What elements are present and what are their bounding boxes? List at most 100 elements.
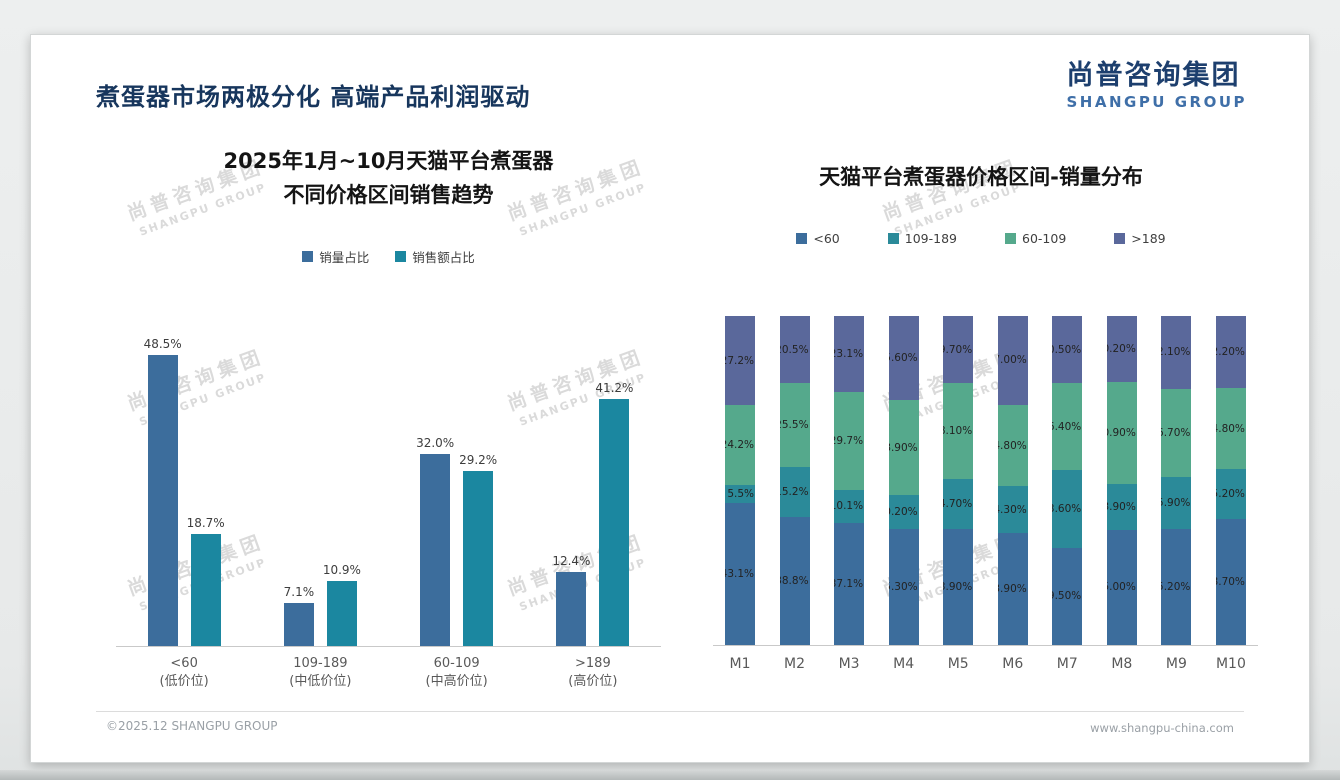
segment-value-label: 35.00% [1107,581,1136,594]
bar-segment: 35.20% [1161,529,1192,645]
x-axis-label-tier: (中高价位) [425,674,488,690]
month-label: M8 [1111,656,1133,672]
bar-segment: 14.30% [997,486,1028,534]
bar-segment: 10.20% [888,495,919,529]
month-label: M3 [838,656,860,672]
segment-value-label: 37.1% [834,577,864,590]
bar-segment: 38.70% [1215,518,1246,645]
legend-label: >189 [1131,231,1166,246]
x-axis-label-tier: (高价位) [568,674,618,690]
x-axis-label: >189 (高价位) [533,655,653,691]
bar-value-label: 48.5% [143,337,182,351]
legend-item: <60 [796,231,840,246]
bar-value-label: 12.4% [552,553,591,568]
legend-item: 销售额占比 [395,247,475,266]
segment-value-label: 10.20% [889,506,918,519]
legend-swatch [1005,233,1016,244]
legend-label: 109-189 [904,231,957,246]
stacked-bar: 22.10% 26.70% 15.90% 35.20% [1161,316,1192,645]
footer-divider [96,711,1244,712]
legend-swatch [796,233,808,244]
legend-label: 60-109 [1022,231,1067,246]
bar-segment: 23.60% [1052,470,1083,548]
x-axis-label: 109-189 (中低价位) [260,655,380,691]
legend-swatch [302,251,314,262]
month-label: M5 [947,656,969,672]
bar: 41.2% [595,381,633,646]
stacked-bar: 23.1% 29.7% 10.1% 37.1% [834,316,865,645]
segment-value-label: 14.30% [998,503,1027,516]
bar-segment: 23.1% [834,316,865,392]
month-label: M4 [893,656,915,672]
page-title: 煮蛋器市场两极分化 高端产品利润驱动 [96,83,531,111]
bar-segment: 22.20% [1215,316,1246,389]
bar-segment: 5.5% [725,485,755,504]
segment-value-label: 20.20% [1107,343,1136,356]
segment-value-label: 15.90% [1161,496,1191,509]
bar-segment: 20.5% [779,316,810,384]
bar: 32.0% [416,436,454,646]
segment-value-label: 20.50% [1052,343,1082,356]
segment-value-label: 10.1% [834,500,864,513]
bar-value-label: 29.2% [459,452,498,467]
segment-value-label: 26.70% [1161,426,1191,439]
bar-segment: 25.5% [779,383,810,468]
segment-value-label: 14.70% [943,498,973,511]
bar-segment: 37.1% [834,522,865,645]
segment-value-label: 15.2% [780,486,809,499]
segment-value-label: 27.00% [998,354,1027,367]
report-slide: 尚普咨询集团 SHANGPU GROUP 尚普咨询集团 SHANGPU GROUP 尚普… [30,34,1310,763]
bar-segment: 29.50% [1052,547,1083,645]
right-chart-plot: 27.2%24.2%5.5%43.1%20.5%25.5%15.2%38.8%2… [713,316,1258,646]
bar-segment: 15.90% [1161,476,1192,530]
segment-value-label: 28.90% [889,441,918,454]
bar-segment: 28.10% [943,383,974,480]
left-chart-xlabels: <60 (低价位) 109-189 (中低价位) 60-109 (中高价位) >189 (高价… [116,655,661,691]
x-axis-label-range: <60 [170,656,198,671]
stacked-bar: 20.5% 25.5% 15.2% 38.8% [779,316,810,645]
stacked-bar: 27.2% 24.2% 5.5% 43.1% [725,316,755,645]
segment-value-label: 28.10% [943,425,973,438]
bar-segment: 22.10% [1161,316,1192,389]
footer-website: www.shangpu-china.com [1090,721,1234,735]
bar-group: 7.1% 10.9% [284,563,361,646]
segment-value-label: 15.20% [1216,488,1245,500]
stacked-bar: 20.20% 30.90% 13.90% 35.00% [1106,316,1137,645]
left-chart-title: 2025年1月~10月天猫平台煮蛋器 不同价格区间销售趋势 [66,145,711,212]
stacked-bar: 20.50% 26.40% 23.60% 29.50% [1052,316,1083,645]
bar-group: 48.5% 18.7% [144,337,225,646]
legend-item: 109-189 [887,231,957,246]
bar-segment: 35.30% [888,528,919,645]
bar-segment: 27.00% [997,316,1028,405]
x-axis-label-range: 60-109 [433,656,480,671]
segment-value-label: 38.70% [1216,575,1245,588]
segment-value-label: 22.20% [1216,346,1245,359]
bar: 18.7% [187,516,225,646]
bar-segment: 24.2% [725,405,755,486]
company-logo: 尚普咨询集团 SHANGPU GROUP [1066,53,1247,111]
logo-chinese-name: 尚普咨询集团 [1066,60,1241,91]
right-chart-title: 天猫平台煮蛋器价格区间-销量分布 [819,165,1143,189]
segment-value-label: 5.5% [727,488,754,501]
logo-english-name: SHANGPU GROUP [1066,93,1247,111]
x-axis-label-range: 109-189 [293,656,348,671]
legend-label: <60 [813,231,840,246]
segment-value-label: 24.2% [725,439,754,452]
segment-value-label: 35.30% [889,580,918,593]
month-label: M2 [784,656,806,672]
legend-item: >189 [1114,231,1166,246]
stacked-bar: 27.00% 24.80% 14.30% 33.90% [997,316,1028,645]
bar-segment: 15.20% [1215,469,1246,519]
bar-segment: 26.40% [1052,383,1083,471]
legend-swatch [887,233,899,244]
stacked-bar: 25.60% 28.90% 10.20% 35.30% [888,316,919,645]
bar-segment: 35.00% [1106,529,1137,645]
segment-value-label: 29.50% [1052,590,1082,603]
bar-group: 32.0% 29.2% [416,436,497,646]
legend-label: 销售额占比 [412,250,475,265]
bar-segment: 33.90% [943,529,974,645]
legend-swatch [395,251,407,262]
bar-value-label: 41.2% [595,380,634,395]
bar-value-label: 32.0% [416,436,455,450]
segment-value-label: 26.40% [1052,420,1082,433]
